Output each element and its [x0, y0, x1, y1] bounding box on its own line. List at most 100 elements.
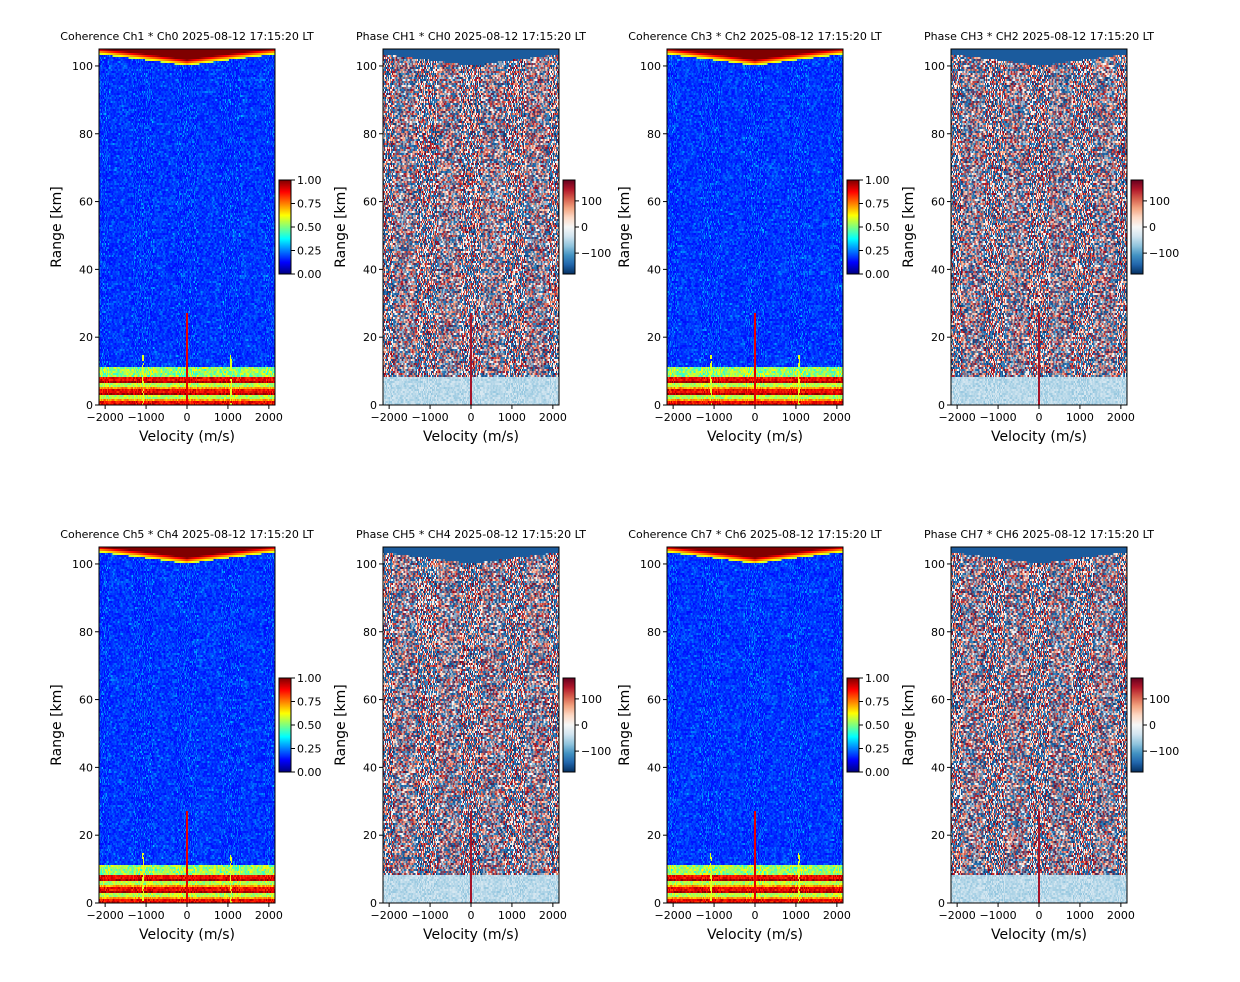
colorbar-tick-label: −100: [1149, 745, 1179, 758]
heatmap-image: [99, 547, 275, 903]
colorbar-tick-label: 0.00: [865, 268, 890, 281]
panel-title: Coherence Ch7 * Ch6 2025-08-12 17:15:20 …: [628, 528, 882, 541]
colorbar: −100 0 100: [562, 677, 611, 773]
colorbar-tick-label: 0: [581, 719, 588, 732]
y-tick-label: 60: [647, 196, 661, 209]
y-tick-label: 40: [363, 263, 377, 276]
colorbar-gradient: [563, 678, 575, 772]
panel-4: Phase CH3 * CH2 2025-08-12 17:15:20 LT −2…: [901, 30, 1179, 445]
y-tick-label: 0: [86, 399, 93, 412]
x-tick-label: 1000: [498, 411, 526, 424]
panel-title: Phase CH5 * CH4 2025-08-12 17:15:20 LT: [356, 528, 586, 541]
y-tick-label: 40: [931, 263, 945, 276]
panel-title: Phase CH1 * CH0 2025-08-12 17:15:20 LT: [356, 30, 586, 43]
colorbar-gradient: [1131, 180, 1143, 274]
y-tick-label: 80: [931, 626, 945, 639]
heatmap-image: [383, 547, 559, 903]
x-tick-label: −1000: [695, 909, 732, 922]
panel-title: Phase CH3 * CH2 2025-08-12 17:15:20 LT: [924, 30, 1154, 43]
x-tick-label: 2000: [539, 909, 567, 922]
x-axis-label: Velocity (m/s): [707, 927, 803, 943]
y-tick-label: 100: [72, 558, 93, 571]
y-tick-label: 80: [79, 128, 93, 141]
x-tick-label: −2000: [371, 909, 408, 922]
x-tick-label: −2000: [939, 909, 976, 922]
colorbar-tick-label: 0.75: [865, 198, 890, 211]
panel-2: Phase CH1 * CH0 2025-08-12 17:15:20 LT −2…: [333, 30, 611, 445]
x-tick-label: −1000: [411, 909, 448, 922]
colorbar-tick-label: 0.75: [297, 696, 322, 709]
colorbar-tick-label: 0: [581, 221, 588, 234]
colorbar-tick-label: 0: [1149, 221, 1156, 234]
heatmap-image: [99, 49, 275, 405]
colorbar-tick-label: 0.75: [865, 696, 890, 709]
x-tick-label: 1000: [782, 411, 810, 424]
x-axis-label: Velocity (m/s): [991, 927, 1087, 943]
y-tick-label: 0: [938, 399, 945, 412]
colorbar-tick-label: −100: [581, 745, 611, 758]
panel-title: Coherence Ch3 * Ch2 2025-08-12 17:15:20 …: [628, 30, 882, 43]
x-tick-label: −1000: [695, 411, 732, 424]
x-tick-label: 2000: [255, 909, 283, 922]
x-tick-label: −2000: [87, 909, 124, 922]
colorbar-tick-label: 0.25: [297, 245, 322, 258]
x-tick-label: 2000: [539, 411, 567, 424]
y-tick-label: 80: [647, 626, 661, 639]
x-tick-label: 2000: [823, 411, 851, 424]
colorbar: 0.00 0.25 0.50 0.75 1.00: [846, 672, 890, 779]
y-tick-label: 0: [654, 897, 661, 910]
colorbar-gradient: [563, 180, 575, 274]
x-tick-label: −1000: [127, 411, 164, 424]
y-tick-label: 100: [72, 60, 93, 73]
colorbar-gradient: [279, 678, 291, 772]
colorbar-tick-label: 1.00: [865, 174, 890, 187]
colorbar-gradient: [1131, 678, 1143, 772]
colorbar-tick-label: 0.00: [865, 766, 890, 779]
colorbar: −100 0 100: [1130, 677, 1179, 773]
colorbar-tick-label: 100: [1149, 693, 1170, 706]
y-tick-label: 40: [79, 761, 93, 774]
x-tick-label: 0: [752, 909, 759, 922]
y-tick-label: 40: [79, 263, 93, 276]
y-tick-label: 100: [356, 60, 377, 73]
panel-title: Phase CH7 * CH6 2025-08-12 17:15:20 LT: [924, 528, 1154, 541]
colorbar-tick-label: 0.00: [297, 268, 322, 281]
y-tick-label: 60: [79, 694, 93, 707]
colorbar-tick-label: 1.00: [297, 672, 322, 685]
x-tick-label: −2000: [371, 411, 408, 424]
x-tick-label: −1000: [979, 411, 1016, 424]
colorbar-tick-label: 0.50: [297, 719, 322, 732]
colorbar-tick-label: 1.00: [865, 672, 890, 685]
y-tick-label: 100: [640, 60, 661, 73]
y-axis-label: Range [km]: [49, 684, 65, 766]
panel-8: Phase CH7 * CH6 2025-08-12 17:15:20 LT −2…: [901, 528, 1179, 943]
y-tick-label: 20: [647, 331, 661, 344]
panel-5: Coherence Ch5 * Ch4 2025-08-12 17:15:20 …: [49, 528, 322, 943]
colorbar-tick-label: −100: [581, 247, 611, 260]
colorbar-gradient: [279, 180, 291, 274]
x-tick-label: 2000: [1107, 411, 1135, 424]
y-tick-label: 20: [79, 331, 93, 344]
colorbar: 0.00 0.25 0.50 0.75 1.00: [846, 174, 890, 281]
y-tick-label: 60: [647, 694, 661, 707]
x-axis-label: Velocity (m/s): [139, 429, 235, 445]
x-tick-label: −1000: [979, 909, 1016, 922]
colorbar-tick-label: 0.00: [297, 766, 322, 779]
colorbar-tick-label: 100: [581, 195, 602, 208]
y-axis-label: Range [km]: [333, 684, 349, 766]
x-tick-label: −1000: [127, 909, 164, 922]
y-tick-label: 80: [79, 626, 93, 639]
x-tick-label: 2000: [823, 909, 851, 922]
x-axis-label: Velocity (m/s): [991, 429, 1087, 445]
colorbar-tick-label: 100: [581, 693, 602, 706]
x-tick-label: 0: [184, 909, 191, 922]
x-tick-label: 1000: [214, 411, 242, 424]
colorbar: 0.00 0.25 0.50 0.75 1.00: [278, 174, 322, 281]
colorbar-tick-label: 1.00: [297, 174, 322, 187]
y-tick-label: 80: [931, 128, 945, 141]
colorbar-tick-label: 0.25: [297, 743, 322, 756]
y-tick-label: 20: [363, 829, 377, 842]
y-tick-label: 40: [931, 761, 945, 774]
y-tick-label: 100: [640, 558, 661, 571]
